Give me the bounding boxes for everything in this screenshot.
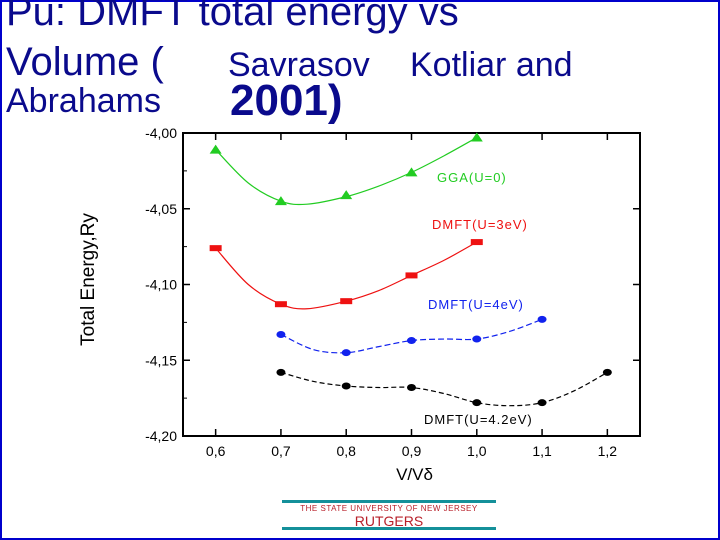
y-axis-label: Total Energy,Ry [78, 213, 99, 346]
footer-bottom-rule [282, 527, 496, 530]
series-line-4 [280, 371, 608, 407]
data-point-series-3 [472, 335, 482, 343]
x-tick-label: 0,9 [402, 443, 422, 459]
legend-label: DMFT(U=4.2eV) [424, 412, 533, 427]
y-tick-label: -4,00 [145, 125, 177, 141]
data-point-series-4 [602, 368, 612, 376]
x-axis-label: V/Vδ [396, 465, 433, 484]
slide-title-line-1: Pu: DMFT total energy vs [6, 0, 459, 34]
slide-title-line-2c: Kotliar and [410, 46, 573, 84]
y-tick-label: -4,05 [145, 201, 177, 217]
x-tick-label: 1,0 [467, 443, 487, 459]
data-point-series-2 [340, 298, 353, 305]
data-point-series-1 [470, 132, 483, 142]
data-point-series-4 [341, 382, 351, 390]
x-tick-label: 0,8 [336, 443, 356, 459]
data-point-series-2 [209, 245, 222, 252]
data-point-series-1 [209, 144, 222, 154]
slide-title-line-2a: Volume ( [6, 40, 164, 84]
y-tick-label: -4,15 [145, 352, 177, 368]
data-point-series-4 [407, 384, 416, 392]
data-point-series-3 [537, 315, 547, 323]
x-tick-label: 0,7 [271, 443, 291, 459]
data-point-series-2 [470, 239, 483, 246]
data-point-series-3 [276, 330, 286, 338]
slide-title-line-3a: Abrahams [6, 82, 161, 120]
x-tick-label: 1,1 [532, 443, 552, 459]
y-tick-label: -4,10 [145, 277, 177, 293]
footer-university: THE STATE UNIVERSITY OF NEW JERSEY [300, 504, 478, 513]
slide-title-line-2b: Savrasov [228, 46, 370, 84]
y-tick-label: -4,20 [145, 428, 177, 444]
legend-label: DMFT(U=3eV) [432, 217, 528, 232]
data-point-series-4 [472, 399, 482, 407]
footer-rutgers: RUTGERS [354, 513, 424, 529]
x-tick-label: 1,2 [598, 443, 618, 459]
data-point-series-3 [341, 349, 351, 357]
legend-label: DMFT(U=4eV) [428, 297, 524, 312]
data-point-series-4 [276, 368, 286, 376]
data-point-series-1 [340, 190, 353, 200]
x-tick-label: 0,6 [206, 443, 226, 459]
slide-title-line-3b: 2001) [230, 76, 343, 125]
footer-top-rule [282, 500, 496, 503]
series-line-3 [280, 318, 543, 354]
data-point-series-2 [274, 301, 287, 308]
data-point-series-3 [407, 337, 416, 345]
data-point-series-1 [405, 167, 418, 177]
data-point-series-4 [537, 399, 547, 407]
data-point-series-1 [274, 196, 287, 206]
rutgers-footer: THE STATE UNIVERSITY OF NEW JERSEY RUTGE… [282, 500, 496, 530]
legend-label: GGA(U=0) [437, 170, 507, 185]
data-point-series-2 [405, 272, 418, 279]
